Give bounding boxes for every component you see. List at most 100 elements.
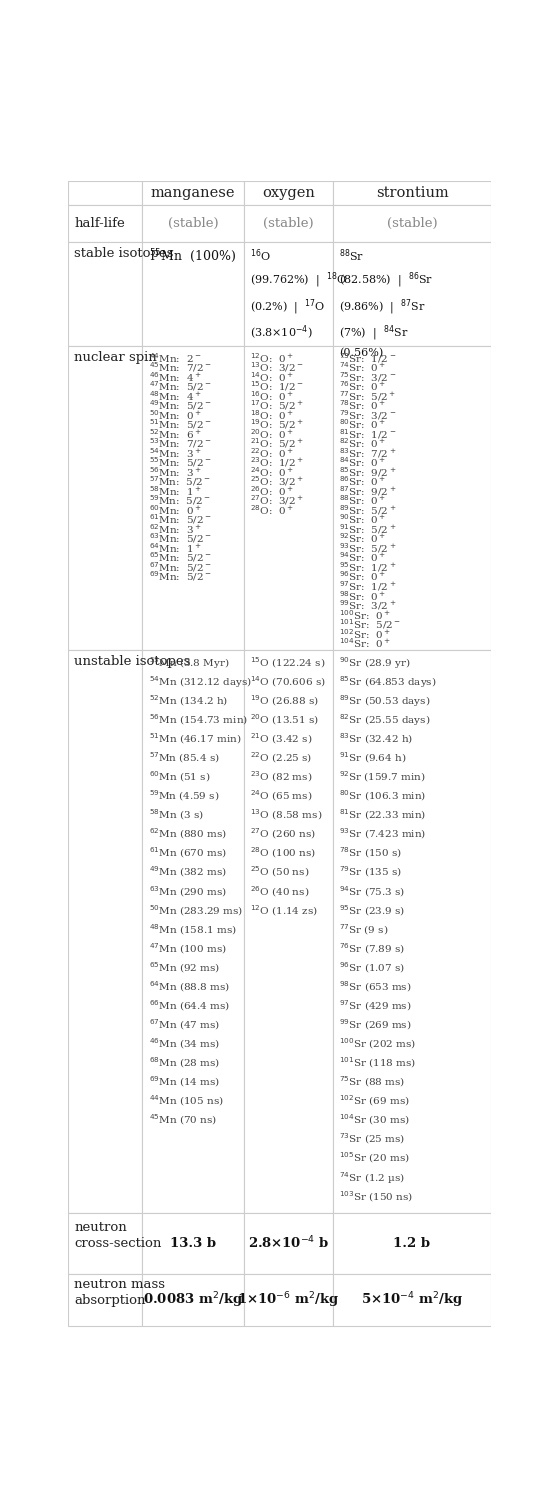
Text: $^{12}$O:  0$^+$: $^{12}$O: 0$^+$ (250, 351, 294, 364)
Bar (143, 205, 244, 242)
Text: $^{85}$Sr (64.853 days): $^{85}$Sr (64.853 days) (339, 675, 437, 690)
Text: $^{89}$Sr:  5/2$^+$: $^{89}$Sr: 5/2$^+$ (339, 503, 396, 517)
Bar (68, 651, 143, 1212)
Bar (143, 651, 244, 1212)
Text: $^{49}$Mn:  5/2$^-$: $^{49}$Mn: 5/2$^-$ (149, 399, 211, 413)
Text: $^{104}$Sr:  0$^+$: $^{104}$Sr: 0$^+$ (339, 637, 391, 651)
Bar (244, 242, 333, 346)
Text: $^{79}$Sr (135 s): $^{79}$Sr (135 s) (339, 864, 402, 880)
Text: $^{101}$Sr (118 ms): $^{101}$Sr (118 ms) (339, 1056, 416, 1071)
Text: $^{99}$Sr:  3/2$^+$: $^{99}$Sr: 3/2$^+$ (339, 598, 396, 611)
Text: $^{65}$Mn (92 ms): $^{65}$Mn (92 ms) (149, 959, 219, 974)
Text: $^{51}$Mn:  5/2$^-$: $^{51}$Mn: 5/2$^-$ (149, 417, 211, 431)
Text: $^{54}$Mn:  3$^+$: $^{54}$Mn: 3$^+$ (149, 446, 201, 459)
Text: $^{24}$O (65 ms): $^{24}$O (65 ms) (250, 789, 312, 803)
Text: $^{64}$Mn (88.8 ms): $^{64}$Mn (88.8 ms) (149, 979, 229, 994)
Text: $^{75}$Sr (88 ms): $^{75}$Sr (88 ms) (339, 1074, 405, 1089)
Bar (68, 346, 143, 651)
Text: $^{15}$O:  1/2$^-$: $^{15}$O: 1/2$^-$ (250, 380, 304, 393)
Text: $^{46}$Mn:  4$^+$: $^{46}$Mn: 4$^+$ (149, 370, 201, 384)
Text: $^{54}$Mn (312.12 days): $^{54}$Mn (312.12 days) (149, 675, 252, 690)
Text: $^{27}$O (260 ns): $^{27}$O (260 ns) (250, 827, 316, 842)
Text: 1×10$^{-6}$ m$^2$/kg: 1×10$^{-6}$ m$^2$/kg (237, 1291, 340, 1310)
Text: neutron mass
absorption: neutron mass absorption (74, 1279, 165, 1307)
Bar (244, 346, 333, 651)
Text: $^{73}$Sr:  1/2$^-$: $^{73}$Sr: 1/2$^-$ (339, 351, 396, 364)
Text: $^{102}$Sr (69 ms): $^{102}$Sr (69 ms) (339, 1093, 410, 1108)
Text: $^{93}$Sr (7.423 min): $^{93}$Sr (7.423 min) (339, 827, 426, 842)
Bar (68, 1274, 143, 1327)
Text: $^{104}$Sr (30 ms): $^{104}$Sr (30 ms) (339, 1113, 410, 1128)
Bar (333, 1212, 491, 1274)
Text: $^{92}$Sr (159.7 min): $^{92}$Sr (159.7 min) (339, 770, 426, 785)
Text: $^{83}$Sr:  7/2$^+$: $^{83}$Sr: 7/2$^+$ (339, 446, 396, 459)
Text: 1.2 b: 1.2 b (394, 1236, 431, 1250)
Text: $^{97}$Sr (429 ms): $^{97}$Sr (429 ms) (339, 998, 412, 1014)
Text: $^{99}$Sr (269 ms): $^{99}$Sr (269 ms) (339, 1017, 412, 1032)
Bar (143, 1274, 244, 1327)
Text: $^{74}$Sr (1.2 µs): $^{74}$Sr (1.2 µs) (339, 1170, 405, 1185)
Text: $^{24}$O:  0$^+$: $^{24}$O: 0$^+$ (250, 465, 294, 479)
Text: $^{73}$Sr (25 ms): $^{73}$Sr (25 ms) (339, 1131, 405, 1146)
Text: $^{28}$O:  0$^+$: $^{28}$O: 0$^+$ (250, 503, 294, 517)
Text: $^{78}$Sr (150 s): $^{78}$Sr (150 s) (339, 846, 402, 860)
Text: $^{57}$Mn (85.4 s): $^{57}$Mn (85.4 s) (149, 750, 219, 765)
Text: $^{44}$Mn:  2$^-$: $^{44}$Mn: 2$^-$ (149, 351, 201, 364)
Text: $^{82}$Sr:  0$^+$: $^{82}$Sr: 0$^+$ (339, 437, 386, 450)
Bar (333, 181, 491, 205)
Bar (68, 242, 143, 346)
Text: $^{56}$Mn (154.73 min): $^{56}$Mn (154.73 min) (149, 712, 247, 727)
Text: $^{12}$O (1.14 zs): $^{12}$O (1.14 zs) (250, 904, 318, 917)
Text: $^{16}$O
(99.762%)  |  $^{18}$O
(0.2%)  |  $^{17}$O
(3.8×10$^{-4}$): $^{16}$O (99.762%) | $^{18}$O (0.2%) | $… (250, 247, 347, 342)
Text: $^{18}$O:  0$^+$: $^{18}$O: 0$^+$ (250, 408, 294, 422)
Text: $^{53}$Mn:  7/2$^-$: $^{53}$Mn: 7/2$^-$ (149, 437, 211, 450)
Text: $^{55}$Mn:  5/2$^-$: $^{55}$Mn: 5/2$^-$ (149, 455, 211, 470)
Text: strontium: strontium (376, 187, 448, 200)
Text: $^{94}$Sr:  0$^+$: $^{94}$Sr: 0$^+$ (339, 551, 386, 565)
Text: $^{91}$Sr:  5/2$^+$: $^{91}$Sr: 5/2$^+$ (339, 523, 396, 536)
Text: $^{23}$O:  1/2$^+$: $^{23}$O: 1/2$^+$ (250, 455, 304, 470)
Bar (143, 181, 244, 205)
Text: $^{27}$O:  3/2$^+$: $^{27}$O: 3/2$^+$ (250, 494, 304, 508)
Text: $^{45}$Mn (70 ns): $^{45}$Mn (70 ns) (149, 1113, 217, 1128)
Text: $^{56}$Mn:  3$^+$: $^{56}$Mn: 3$^+$ (149, 465, 201, 479)
Bar (68, 181, 143, 205)
Text: $^{98}$Sr:  0$^+$: $^{98}$Sr: 0$^+$ (339, 589, 386, 602)
Text: $^{90}$Sr (28.9 yr): $^{90}$Sr (28.9 yr) (339, 655, 411, 670)
Text: oxygen: oxygen (262, 187, 314, 200)
Text: $^{14}$O (70.606 s): $^{14}$O (70.606 s) (250, 675, 326, 688)
Text: $^{53}$Mn (3.8 Myr): $^{53}$Mn (3.8 Myr) (149, 655, 229, 670)
Text: $^{13}$O (8.58 ms): $^{13}$O (8.58 ms) (250, 807, 323, 822)
Text: $^{95}$Sr (23.9 s): $^{95}$Sr (23.9 s) (339, 904, 405, 917)
Text: $^{93}$Sr:  5/2$^+$: $^{93}$Sr: 5/2$^+$ (339, 541, 396, 554)
Text: 2.8×10$^{-4}$ b: 2.8×10$^{-4}$ b (247, 1235, 329, 1251)
Text: $^{69}$Mn:  5/2$^-$: $^{69}$Mn: 5/2$^-$ (149, 569, 211, 583)
Text: $^{17}$O:  5/2$^+$: $^{17}$O: 5/2$^+$ (250, 399, 304, 413)
Text: $^{88}$Sr
(82.58%)  |  $^{86}$Sr
(9.86%)  |  $^{87}$Sr
(7%)  |  $^{84}$Sr
(0.56%: $^{88}$Sr (82.58%) | $^{86}$Sr (9.86%) |… (339, 247, 433, 358)
Text: (stable): (stable) (387, 217, 437, 230)
Text: $^{16}$O:  0$^+$: $^{16}$O: 0$^+$ (250, 389, 294, 402)
Text: $^{13}$O:  3/2$^-$: $^{13}$O: 3/2$^-$ (250, 360, 304, 373)
Text: $^{101}$Sr:  5/2$^-$: $^{101}$Sr: 5/2$^-$ (339, 617, 401, 631)
Text: $^{64}$Mn:  1$^+$: $^{64}$Mn: 1$^+$ (149, 541, 201, 554)
Bar (244, 651, 333, 1212)
Text: $^{45}$Mn:  7/2$^-$: $^{45}$Mn: 7/2$^-$ (149, 360, 211, 373)
Text: $^{62}$Mn (880 ms): $^{62}$Mn (880 ms) (149, 827, 227, 842)
Text: $^{48}$Mn:  4$^+$: $^{48}$Mn: 4$^+$ (149, 389, 201, 402)
Text: $^{79}$Sr:  3/2$^-$: $^{79}$Sr: 3/2$^-$ (339, 408, 396, 422)
Text: $^{15}$O (122.24 s): $^{15}$O (122.24 s) (250, 655, 325, 670)
Bar (68, 205, 143, 242)
Text: $^{44}$Mn (105 ns): $^{44}$Mn (105 ns) (149, 1093, 223, 1108)
Text: $^{66}$Mn (64.4 ms): $^{66}$Mn (64.4 ms) (149, 998, 230, 1014)
Text: $^{61}$Mn:  5/2$^-$: $^{61}$Mn: 5/2$^-$ (149, 512, 211, 527)
Bar (143, 346, 244, 651)
Text: $^{105}$Sr (20 ms): $^{105}$Sr (20 ms) (339, 1151, 410, 1166)
Text: manganese: manganese (151, 187, 235, 200)
Text: $^{90}$Sr:  0$^+$: $^{90}$Sr: 0$^+$ (339, 512, 386, 527)
Text: $^{83}$Sr (32.42 h): $^{83}$Sr (32.42 h) (339, 732, 413, 745)
Text: $^{48}$Mn (158.1 ms): $^{48}$Mn (158.1 ms) (149, 922, 236, 937)
Text: $^{62}$Mn:  3$^+$: $^{62}$Mn: 3$^+$ (149, 523, 201, 536)
Text: $^{23}$O (82 ms): $^{23}$O (82 ms) (250, 770, 312, 785)
Bar (333, 205, 491, 242)
Text: $^{67}$Mn:  5/2$^-$: $^{67}$Mn: 5/2$^-$ (149, 560, 211, 574)
